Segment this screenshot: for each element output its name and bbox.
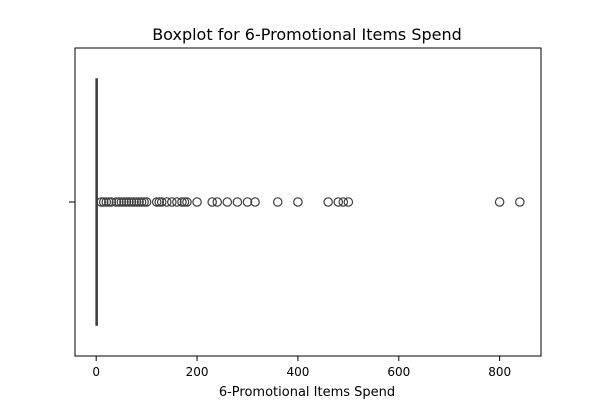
outlier-point: [129, 197, 139, 207]
outlier-point: [179, 197, 190, 207]
outlier-point: [272, 197, 283, 207]
outlier-point: [139, 197, 149, 207]
outlier-point: [111, 197, 122, 207]
outlier-point: [242, 197, 253, 207]
outlier-point: [156, 197, 167, 207]
outlier-point: [96, 197, 107, 207]
outlier-point: [192, 197, 202, 207]
outlier-point: [293, 197, 303, 207]
outlier-point: [116, 197, 127, 207]
outlier-point: [207, 197, 217, 207]
outlier-point: [167, 197, 177, 207]
x-tick-label: 600: [387, 365, 410, 379]
outlier-point: [98, 197, 109, 207]
plot-marks: [95, 78, 525, 326]
outlier-point: [323, 197, 333, 207]
outlier-point: [222, 197, 233, 207]
outlier-point: [106, 197, 117, 207]
outlier-point: [177, 197, 187, 207]
x-tick-label: 200: [186, 365, 209, 379]
x-tick-label: 800: [488, 365, 511, 379]
outlier-point: [121, 197, 132, 207]
outlier-point: [250, 197, 260, 207]
outlier-point: [338, 197, 349, 207]
outlier-point: [124, 197, 134, 207]
outlier-point: [151, 197, 162, 207]
outlier-point: [119, 197, 129, 207]
outlier-point: [172, 197, 182, 207]
plot-frame: [74, 47, 542, 357]
outlier-point: [131, 197, 142, 207]
outlier-point: [515, 197, 525, 207]
x-tick-label: 400: [286, 365, 309, 379]
outlier-point: [141, 197, 152, 207]
outlier-point: [494, 197, 505, 207]
outlier-point: [154, 197, 165, 207]
outlier-point: [103, 197, 114, 207]
x-tick-label: 0: [92, 365, 100, 379]
outlier-point: [101, 197, 112, 207]
x-axis-label: 6-Promotional Items Spend: [219, 385, 395, 400]
x-axis: 0 200 400 600 800: [92, 356, 511, 379]
outlier-point: [182, 197, 192, 207]
outlier-point: [232, 197, 243, 207]
outlier-point: [114, 197, 124, 207]
outlier-point: [136, 197, 147, 207]
chart-title: Boxplot for 6-Promotional Items Spend: [152, 25, 462, 44]
outlier-point: [343, 197, 354, 207]
outlier-point: [126, 197, 137, 207]
outlier-point: [134, 197, 144, 207]
outlier-point: [333, 197, 344, 207]
outlier-point: [161, 197, 172, 207]
outlier-point: [212, 197, 223, 207]
